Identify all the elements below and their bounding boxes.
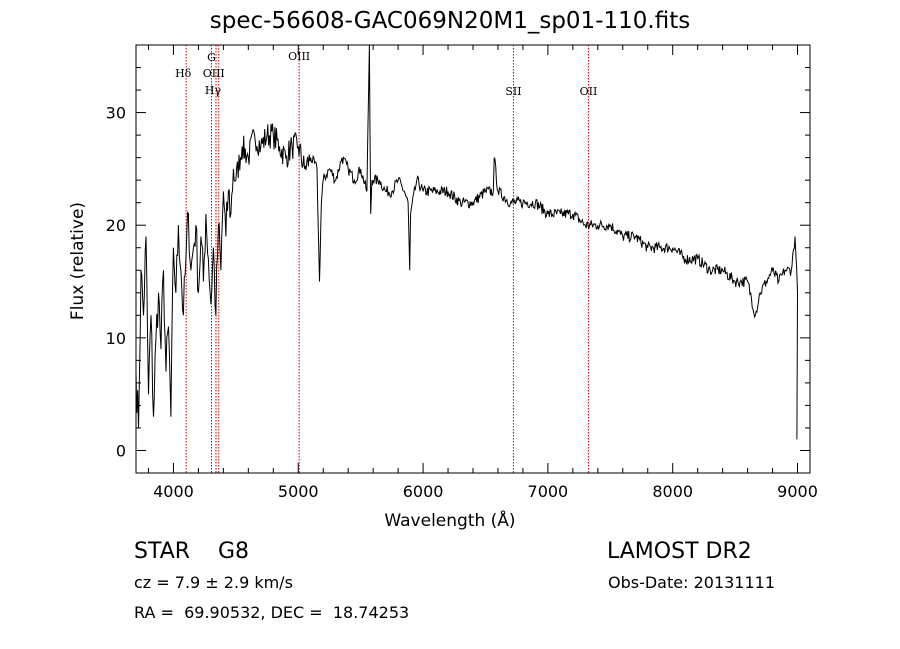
spectral-line-label: SII xyxy=(505,85,521,98)
axis-ticks xyxy=(136,45,810,473)
ra-dec: RA = 69.90532, DEC = 18.74253 xyxy=(134,603,410,622)
redshift-info: cz = 7.9 ± 2.9 km/s xyxy=(134,573,293,592)
spectral-line-label: Hγ xyxy=(205,84,222,97)
y-tick-labels: 0 10 20 30 xyxy=(106,104,126,461)
star-class: STAR G8 xyxy=(134,539,250,564)
y-tick-label: 30 xyxy=(106,104,126,123)
y-tick-label: 20 xyxy=(106,216,126,235)
x-tick-label: 4000 xyxy=(153,482,194,501)
spectral-line-label: OIII xyxy=(203,67,225,80)
y-axis-label: Flux (relative) xyxy=(68,201,88,321)
x-tick-label: 9000 xyxy=(777,482,818,501)
y-tick-label: 0 xyxy=(116,441,126,460)
spectral-line-label: Hδ xyxy=(175,67,192,80)
x-tick-label: 5000 xyxy=(278,482,319,501)
chart-title: spec-56608-GAC069N20M1_sp01-110.fits xyxy=(209,8,691,34)
x-axis-label: Wavelength (Å) xyxy=(384,511,516,531)
spectral-line-label: OIII xyxy=(288,50,310,63)
survey-name: LAMOST DR2 xyxy=(607,539,752,564)
obs-date: Obs-Date: 20131111 xyxy=(608,573,776,592)
x-tick-label: 6000 xyxy=(403,482,444,501)
x-tick-labels: 4000 5000 6000 7000 8000 9000 xyxy=(153,482,818,501)
spectral-line-label: G xyxy=(207,51,216,64)
x-tick-label: 7000 xyxy=(528,482,569,501)
spectrum-line xyxy=(135,44,799,440)
spectral-line-label: OII xyxy=(580,85,598,98)
y-tick-label: 10 xyxy=(106,329,126,348)
x-tick-label: 8000 xyxy=(652,482,693,501)
plot-frame xyxy=(135,44,811,474)
spectral-line-markers: Hδ G OIII Hγ OIII SII OII xyxy=(175,45,597,473)
